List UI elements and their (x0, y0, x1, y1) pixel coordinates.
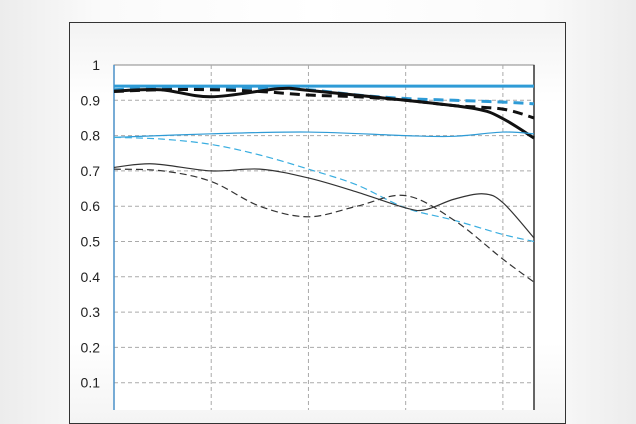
y-tick-label: 1 (92, 57, 100, 73)
y-tick-label: 0.1 (81, 375, 101, 391)
y-tick-label: 0.4 (81, 269, 101, 285)
mtf-chart: 0.1 0.2 0.3 0.4 0.5 0.6 0.7 0.8 0.9 1 (81, 57, 535, 410)
y-tick-label: 0.2 (81, 339, 101, 355)
y-tick-label: 0.9 (81, 92, 101, 108)
series-line-3 (113, 87, 535, 120)
y-tick-label: 0.6 (81, 198, 101, 214)
series-line-2 (113, 86, 535, 106)
y-tick-label: 0.7 (81, 163, 101, 179)
series-line-7 (113, 163, 535, 239)
y-tick-label: 0.8 (81, 128, 101, 144)
series-line-6 (113, 136, 535, 243)
series-line-4 (113, 86, 535, 140)
plot-area (113, 64, 535, 410)
series-line-8 (113, 168, 535, 283)
series-line-5 (113, 131, 535, 138)
y-tick-label: 0.5 (81, 234, 101, 250)
y-tick-label: 0.3 (81, 304, 101, 320)
